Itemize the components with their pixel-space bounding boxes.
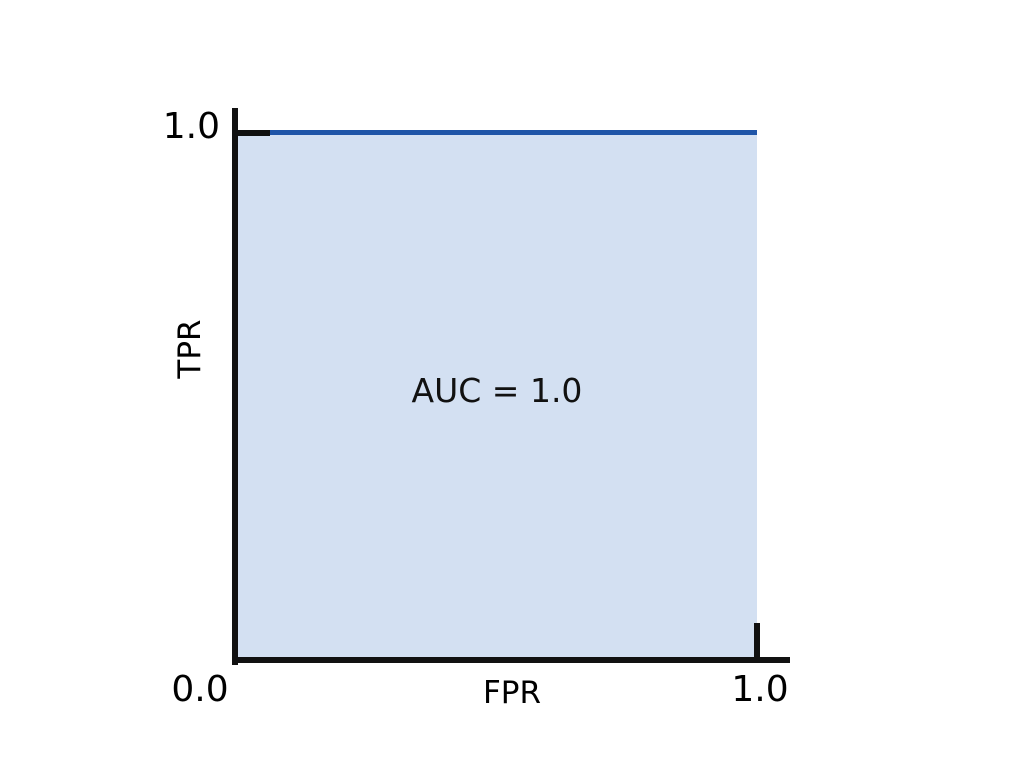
y-axis-title: TPR (172, 319, 208, 379)
x-axis-tick-label-0-0: 0.0 (171, 669, 229, 710)
y-axis-tick-label-1-0: 1.0 (162, 106, 220, 147)
x-axis-title: FPR (482, 675, 542, 711)
x-axis-tick-label-1-0: 1.0 (731, 669, 789, 710)
roc-curve-line (237, 130, 757, 135)
auc-annotation-text: AUC = 1.0 (411, 371, 583, 410)
y-axis-tick-1-0 (238, 130, 270, 136)
plot-area: AUC = 1.0 (237, 130, 757, 660)
y-axis-spine (232, 108, 238, 665)
x-axis-spine (232, 657, 790, 663)
x-axis-tick-1-0 (754, 623, 760, 659)
roc-area-fill (237, 135, 757, 660)
